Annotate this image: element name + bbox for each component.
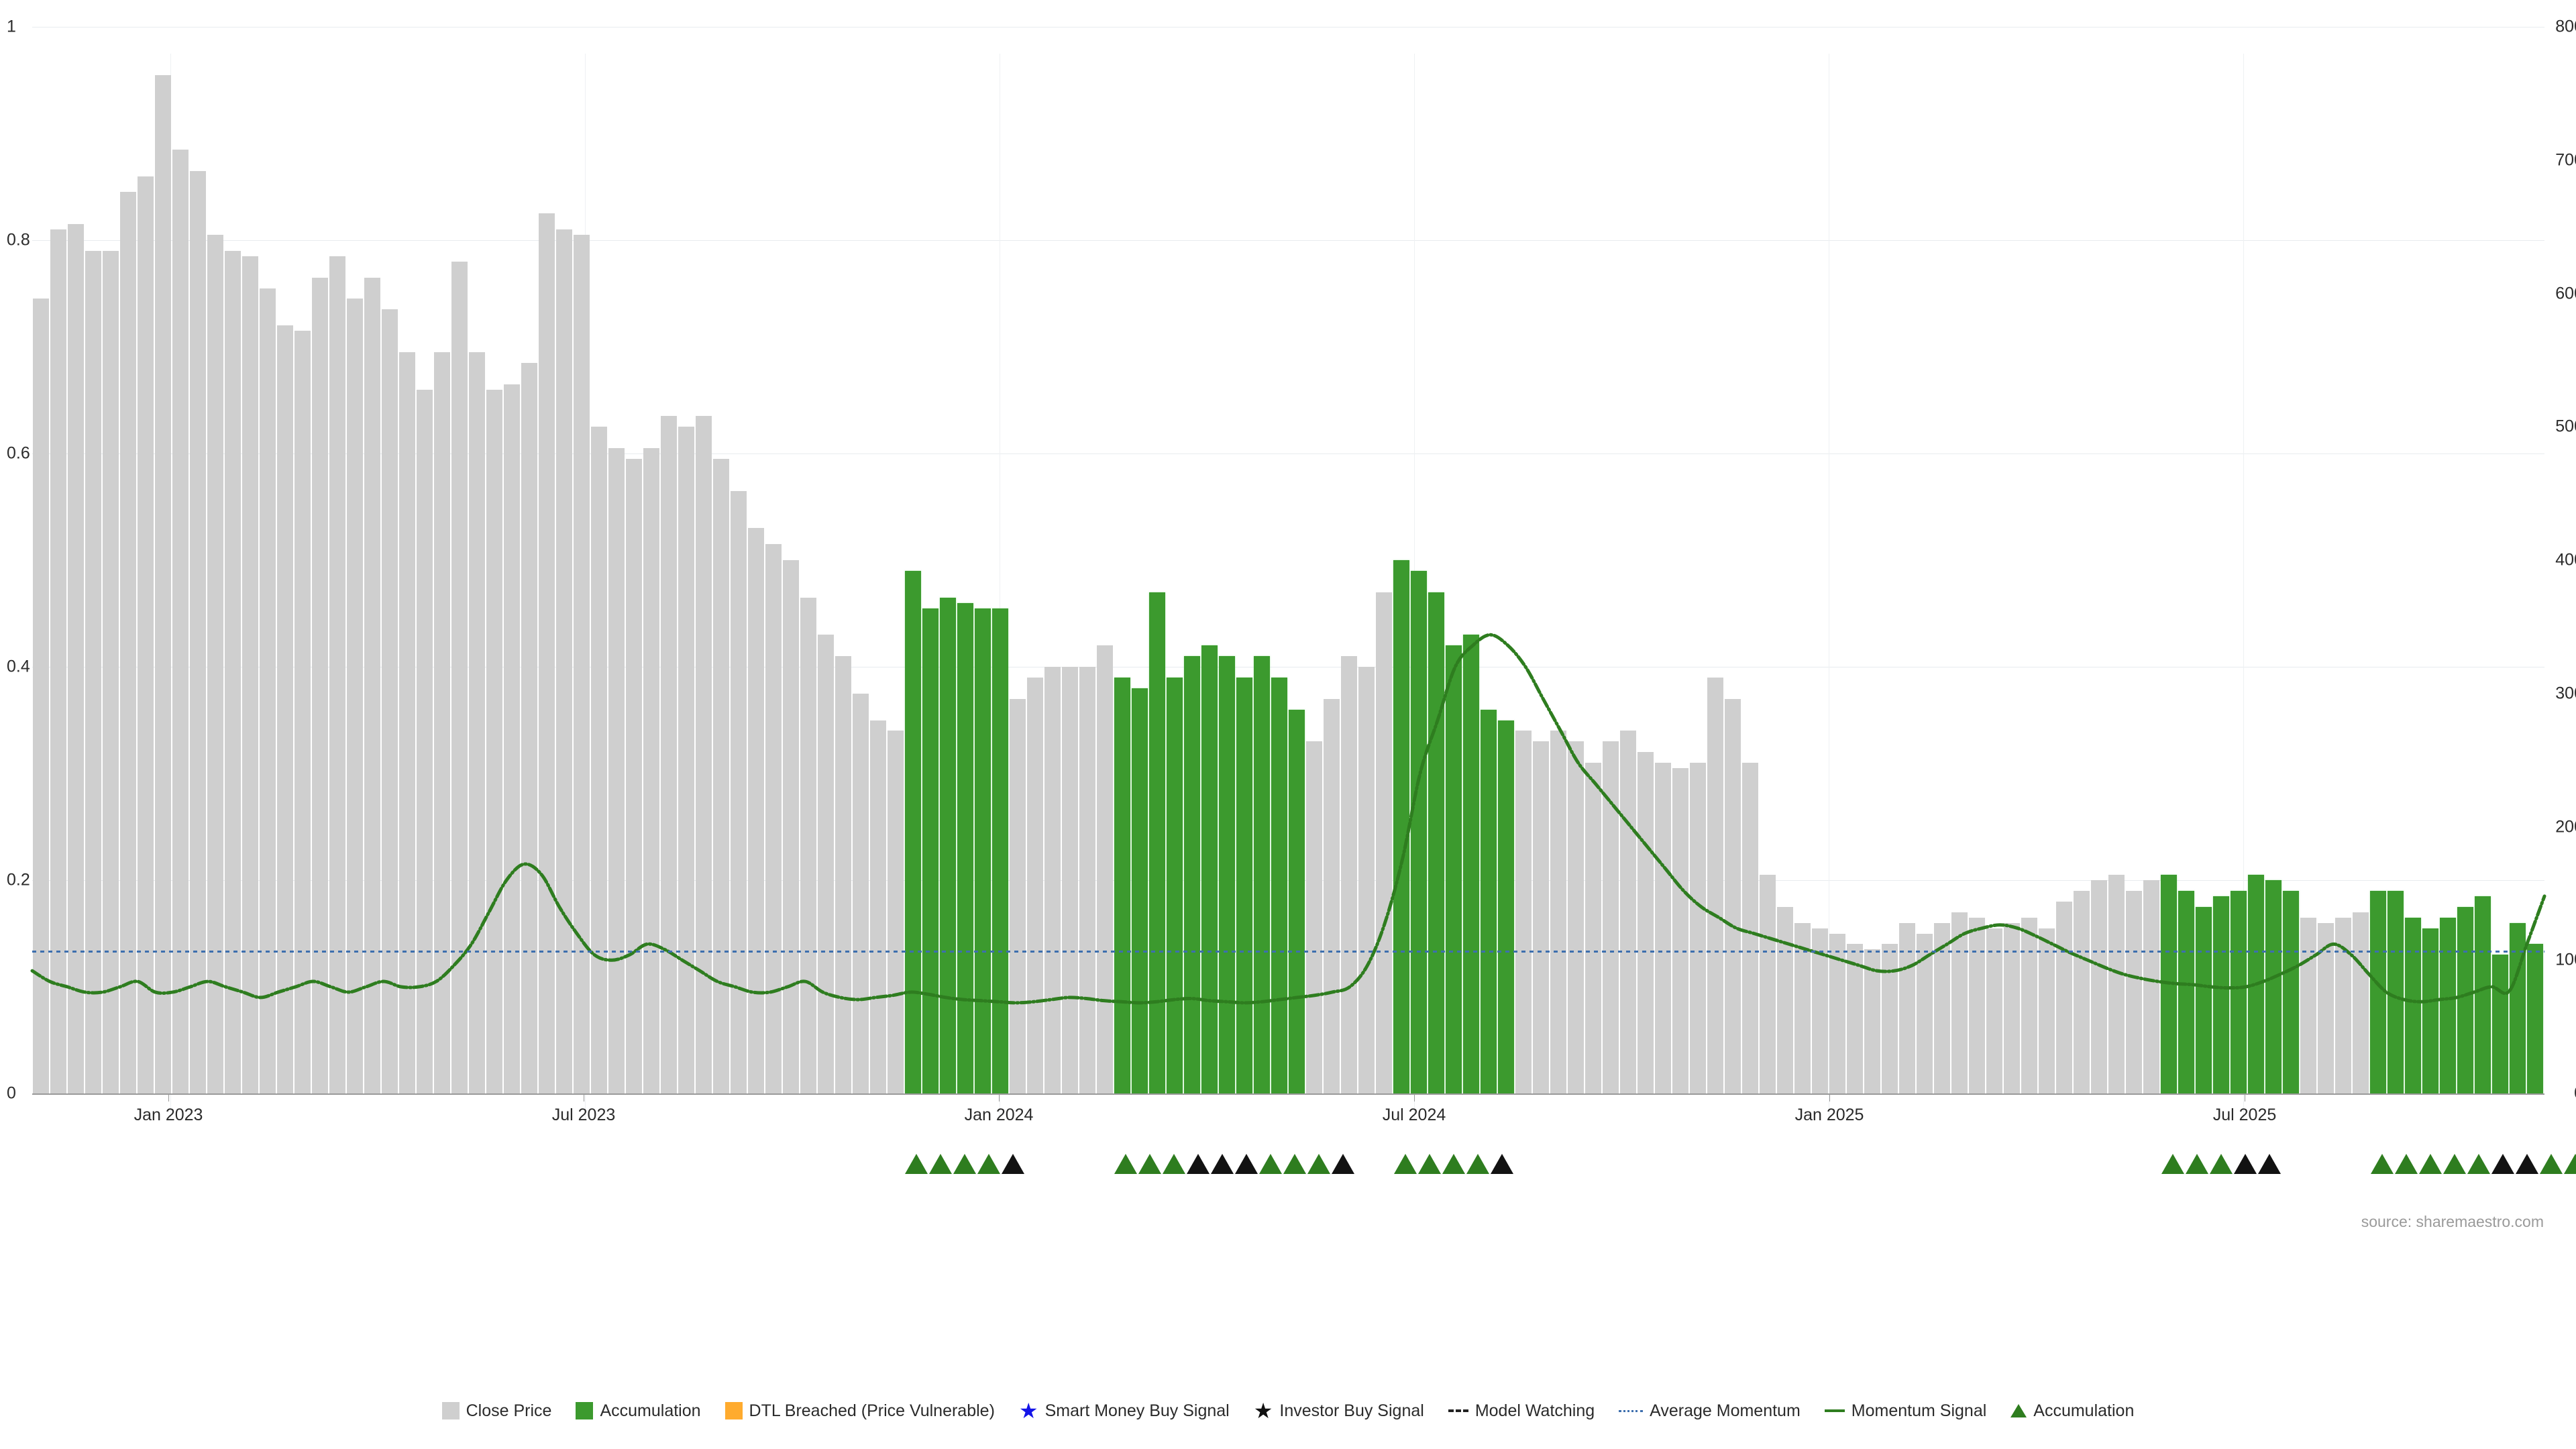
x-tick-jul2024 [1414, 1093, 1415, 1102]
legend-item-average-momentum[interactable]: Average Momentum [1619, 1401, 1801, 1421]
marker-cluster[interactable] [2161, 1154, 2282, 1174]
marker-cluster[interactable] [904, 1154, 1025, 1174]
dtl-swatch-icon [725, 1402, 743, 1419]
accumulation-signal-icon[interactable] [2419, 1154, 2442, 1174]
x-tick-label-jan2023: Jan 2023 [134, 1106, 203, 1125]
legend-item-model-watching[interactable]: Model Watching [1448, 1401, 1595, 1421]
legend-label-average-momentum: Average Momentum [1650, 1401, 1801, 1421]
y-axis-label-left-0.6: 0.6 [7, 444, 30, 464]
accumulation-signal-icon[interactable] [1138, 1154, 1161, 1174]
accumulation-signal-icon[interactable] [1114, 1154, 1137, 1174]
marker-row[interactable] [32, 1154, 2544, 1208]
model-watching-dash-icon [1448, 1409, 1468, 1412]
x-tick-jan2024 [999, 1093, 1000, 1102]
investor-buy-signal-icon[interactable] [2258, 1154, 2281, 1174]
legend-label-accumulation-triangle: Accumulation [2033, 1401, 2134, 1421]
investor-buy-signal-icon[interactable] [1211, 1154, 1234, 1174]
marker-cluster[interactable] [2370, 1154, 2576, 1174]
accumulation-signal-icon[interactable] [1418, 1154, 1441, 1174]
plot-area: 1 0.8 0.6 0.4 0.2 0 0 100 200 300 400 50… [32, 27, 2544, 1093]
legend-label-close-price: Close Price [466, 1401, 552, 1421]
y-axis-label-left-0.8: 0.8 [7, 231, 30, 250]
smart-money-star-icon: ★ [1019, 1400, 1038, 1421]
investor-buy-signal-icon[interactable] [1187, 1154, 1210, 1174]
y-axis-label-right-200: 200 [2555, 817, 2576, 837]
accumulation-signal-icon[interactable] [2210, 1154, 2233, 1174]
accumulation-signal-icon[interactable] [2161, 1154, 2184, 1174]
x-tick-jan2025 [1829, 1093, 1830, 1102]
accumulation-signal-icon[interactable] [1283, 1154, 1306, 1174]
x-tick-jan2023 [168, 1093, 169, 1102]
average-momentum-dotline-icon [1619, 1410, 1643, 1412]
investor-buy-signal-icon[interactable] [1332, 1154, 1354, 1174]
y-axis-label-right-700: 700 [2555, 150, 2576, 170]
legend-item-investor-buy[interactable]: ★ Investor Buy Signal [1254, 1400, 1424, 1421]
accumulation-signal-icon[interactable] [1163, 1154, 1185, 1174]
y-axis-label-right-500: 500 [2555, 417, 2576, 437]
y-axis-label-right-800: 800 [2555, 17, 2576, 37]
investor-buy-signal-icon[interactable] [1002, 1154, 1024, 1174]
x-tick-label-jan2024: Jan 2024 [965, 1106, 1034, 1125]
accumulation-signal-icon[interactable] [977, 1154, 1000, 1174]
accumulation-signal-icon[interactable] [1394, 1154, 1417, 1174]
accumulation-signal-icon[interactable] [1442, 1154, 1465, 1174]
accumulation-signal-icon[interactable] [2443, 1154, 2466, 1174]
accumulation-signal-icon[interactable] [2564, 1154, 2576, 1174]
accumulation-signal-icon[interactable] [953, 1154, 976, 1174]
accumulation-signal-icon[interactable] [2186, 1154, 2208, 1174]
investor-buy-signal-icon[interactable] [1235, 1154, 1258, 1174]
y-axis-label-left-0.2: 0.2 [7, 871, 30, 890]
marker-cluster[interactable] [1393, 1154, 1514, 1174]
x-tick-label-jul2024: Jul 2024 [1383, 1106, 1446, 1125]
legend-label-investor-buy: Investor Buy Signal [1279, 1401, 1424, 1421]
accumulation-triangle-icon [2010, 1404, 2027, 1417]
legend-item-accumulation-triangle[interactable]: Accumulation [2010, 1401, 2134, 1421]
accumulation-swatch-icon [576, 1402, 593, 1419]
investor-buy-signal-icon[interactable] [2491, 1154, 2514, 1174]
chart-root: 1 0.8 0.6 0.4 0.2 0 0 100 200 300 400 50… [0, 0, 2576, 1449]
legend-label-accumulation: Accumulation [600, 1401, 700, 1421]
accumulation-signal-icon[interactable] [1259, 1154, 1282, 1174]
x-tick-label-jan2025: Jan 2025 [1795, 1106, 1864, 1125]
legend-label-dtl-breached: DTL Breached (Price Vulnerable) [749, 1401, 995, 1421]
y-axis-label-left-0: 0 [7, 1084, 16, 1104]
legend: Close Price Accumulation DTL Breached (P… [0, 1387, 2576, 1434]
momentum-signal-line-icon [1825, 1409, 1845, 1412]
average-momentum-line [32, 27, 2544, 1093]
close-price-swatch-icon [442, 1402, 460, 1419]
investor-buy-signal-icon[interactable] [1491, 1154, 1513, 1174]
investor-buy-signal-icon[interactable] [2234, 1154, 2257, 1174]
legend-label-momentum-signal: Momentum Signal [1851, 1401, 1986, 1421]
accumulation-signal-icon[interactable] [2371, 1154, 2394, 1174]
x-tick-label-jul2025: Jul 2025 [2213, 1106, 2277, 1125]
y-axis-label-right-600: 600 [2555, 284, 2576, 303]
accumulation-signal-icon[interactable] [2395, 1154, 2418, 1174]
legend-item-close-price[interactable]: Close Price [442, 1401, 552, 1421]
source-text: source: sharemaestro.com [2361, 1213, 2544, 1231]
y-axis-label-right-400: 400 [2555, 551, 2576, 570]
legend-label-model-watching: Model Watching [1475, 1401, 1595, 1421]
accumulation-signal-icon[interactable] [2467, 1154, 2490, 1174]
accumulation-signal-icon[interactable] [2540, 1154, 2563, 1174]
y-axis-label-right-300: 300 [2555, 684, 2576, 703]
investor-buy-signal-icon[interactable] [2516, 1154, 2538, 1174]
legend-item-dtl-breached[interactable]: DTL Breached (Price Vulnerable) [725, 1401, 995, 1421]
y-axis-label-left-0.4: 0.4 [7, 657, 30, 677]
investor-buy-star-icon: ★ [1254, 1400, 1273, 1421]
legend-item-accumulation[interactable]: Accumulation [576, 1401, 700, 1421]
accumulation-signal-icon[interactable] [1307, 1154, 1330, 1174]
legend-item-smart-money[interactable]: ★ Smart Money Buy Signal [1019, 1400, 1230, 1421]
legend-label-smart-money: Smart Money Buy Signal [1045, 1401, 1230, 1421]
accumulation-signal-icon[interactable] [929, 1154, 952, 1174]
x-tick-label-jul2023: Jul 2023 [552, 1106, 616, 1125]
y-axis-label-left-1: 1 [7, 17, 16, 37]
y-axis-label-right-100: 100 [2555, 951, 2576, 970]
accumulation-signal-icon[interactable] [905, 1154, 928, 1174]
legend-item-momentum-signal[interactable]: Momentum Signal [1825, 1401, 1986, 1421]
x-axis-line [32, 1093, 2544, 1095]
accumulation-signal-icon[interactable] [1466, 1154, 1489, 1174]
marker-cluster[interactable] [1114, 1154, 1355, 1174]
